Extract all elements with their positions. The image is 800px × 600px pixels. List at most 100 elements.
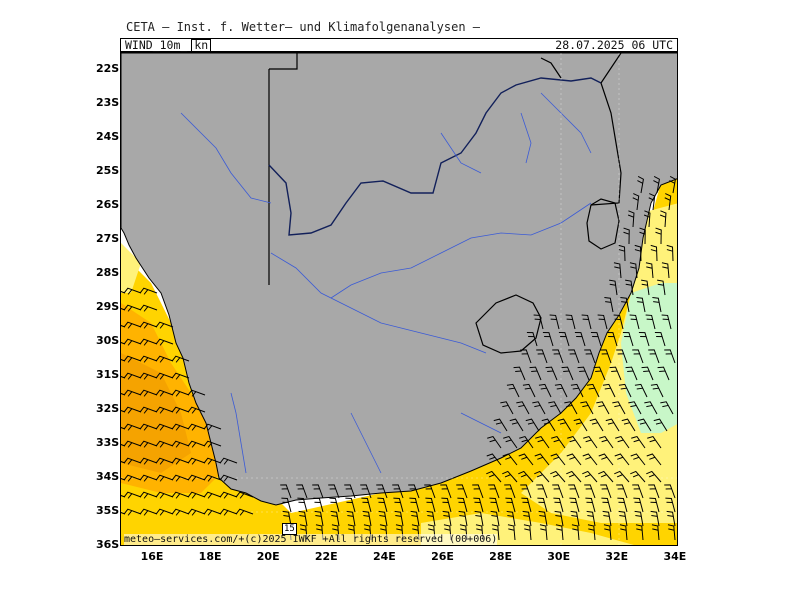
wind-barb xyxy=(123,372,142,380)
wind-barb xyxy=(139,423,158,431)
wind-barb xyxy=(598,470,614,483)
wind-barb xyxy=(630,453,646,466)
lat-tick-label: 25S xyxy=(96,164,120,177)
wind-barb xyxy=(634,510,644,527)
wind-barb xyxy=(570,510,580,527)
wind-barb xyxy=(500,401,514,415)
wind-barb xyxy=(171,389,190,397)
wind-barb xyxy=(616,484,628,499)
wind-barb xyxy=(509,418,524,432)
land-mass xyxy=(121,53,677,506)
wind-barb xyxy=(171,423,190,431)
wind-barb xyxy=(596,401,610,415)
wind-barb xyxy=(538,510,548,527)
wind-barb xyxy=(638,332,650,347)
eswatini-border xyxy=(586,198,620,250)
wind-barb xyxy=(622,332,634,347)
wind-barb xyxy=(582,470,598,483)
wind-barb xyxy=(203,508,222,516)
wind-barb xyxy=(667,524,676,541)
wind-barb xyxy=(203,474,222,482)
wind-barb xyxy=(361,497,372,513)
wind-barb xyxy=(203,457,222,465)
wind-barb xyxy=(139,440,158,448)
wind-barb xyxy=(612,401,626,415)
wind-barb xyxy=(573,418,588,432)
wind-barb xyxy=(661,314,672,330)
lon-tick-label: 16E xyxy=(140,550,164,563)
wind-barb xyxy=(653,175,660,194)
wind-barb xyxy=(655,227,662,245)
wind-barb xyxy=(549,314,560,330)
wind-barb xyxy=(362,510,372,527)
wind-barb xyxy=(650,383,664,398)
wind-barb xyxy=(123,457,142,465)
wind-barb xyxy=(617,497,628,513)
lon-tick-label: 26E xyxy=(431,550,454,563)
wind-barb xyxy=(155,389,174,397)
wind-barb xyxy=(491,524,500,541)
wind-barb xyxy=(187,508,206,516)
wind-barb xyxy=(557,418,572,432)
wind-barb xyxy=(282,510,292,527)
wind-barb xyxy=(645,314,656,330)
wind-barb xyxy=(518,453,534,466)
wind-barb xyxy=(536,349,548,364)
wind-barb xyxy=(139,338,158,346)
variable-label: WIND_10m_ kn xyxy=(125,38,212,52)
wind-barb xyxy=(550,470,566,483)
namibia-border xyxy=(268,53,298,285)
wind-barb xyxy=(584,484,596,499)
wind-barb xyxy=(620,297,630,313)
wind-barb xyxy=(394,510,404,527)
lat-tick-label: 31S xyxy=(96,368,120,381)
wind-barb xyxy=(648,193,656,211)
lon-tick-label: 34E xyxy=(663,550,687,563)
wind-barb xyxy=(648,349,660,364)
wind-barb xyxy=(650,510,660,527)
wind-barb xyxy=(408,484,420,499)
header-bar: WIND_10m_ kn 28.07.2025 06 UTC xyxy=(120,38,678,52)
wind-barb xyxy=(155,474,174,482)
wind-barb xyxy=(646,470,662,483)
wind-barb xyxy=(522,383,536,398)
wind-barb xyxy=(590,332,602,347)
wind-barb xyxy=(604,297,614,313)
wind-barb xyxy=(504,484,516,499)
wind-barb xyxy=(139,389,158,397)
wind-barb xyxy=(329,497,340,513)
wind-barb xyxy=(584,349,596,364)
wind-barb xyxy=(378,510,388,527)
wind-barb xyxy=(635,524,644,541)
wind-barb xyxy=(473,497,484,513)
wind-barb xyxy=(539,524,548,541)
unit-label: kn xyxy=(191,39,212,52)
wind-barb xyxy=(593,366,606,381)
wind-barb xyxy=(566,453,582,466)
wind-barb xyxy=(609,366,622,381)
wind-barb xyxy=(155,457,174,465)
wind-barb xyxy=(441,497,452,513)
wind-barb xyxy=(123,474,142,482)
wind-barb xyxy=(621,418,636,432)
wind-barb xyxy=(580,401,594,415)
wind-barb xyxy=(628,401,642,415)
wind-barb xyxy=(155,355,174,363)
wind-barb xyxy=(649,497,660,513)
wind-barb xyxy=(618,383,632,398)
wind-barb xyxy=(424,484,436,499)
wind-barb xyxy=(440,484,452,499)
wind-barb xyxy=(139,474,158,482)
wind-barb xyxy=(486,470,502,483)
wind-barb xyxy=(558,332,570,347)
wind-barb xyxy=(550,453,566,466)
lon-tick-label: 30E xyxy=(547,550,571,563)
wind-barb xyxy=(625,279,634,296)
wind-barb xyxy=(568,349,580,364)
wind-barb xyxy=(614,453,630,466)
wind-barb xyxy=(488,484,500,499)
wind-barb xyxy=(599,435,614,449)
wind-barb xyxy=(171,440,190,448)
wind-barb xyxy=(298,510,308,527)
wind-barb xyxy=(518,470,534,483)
